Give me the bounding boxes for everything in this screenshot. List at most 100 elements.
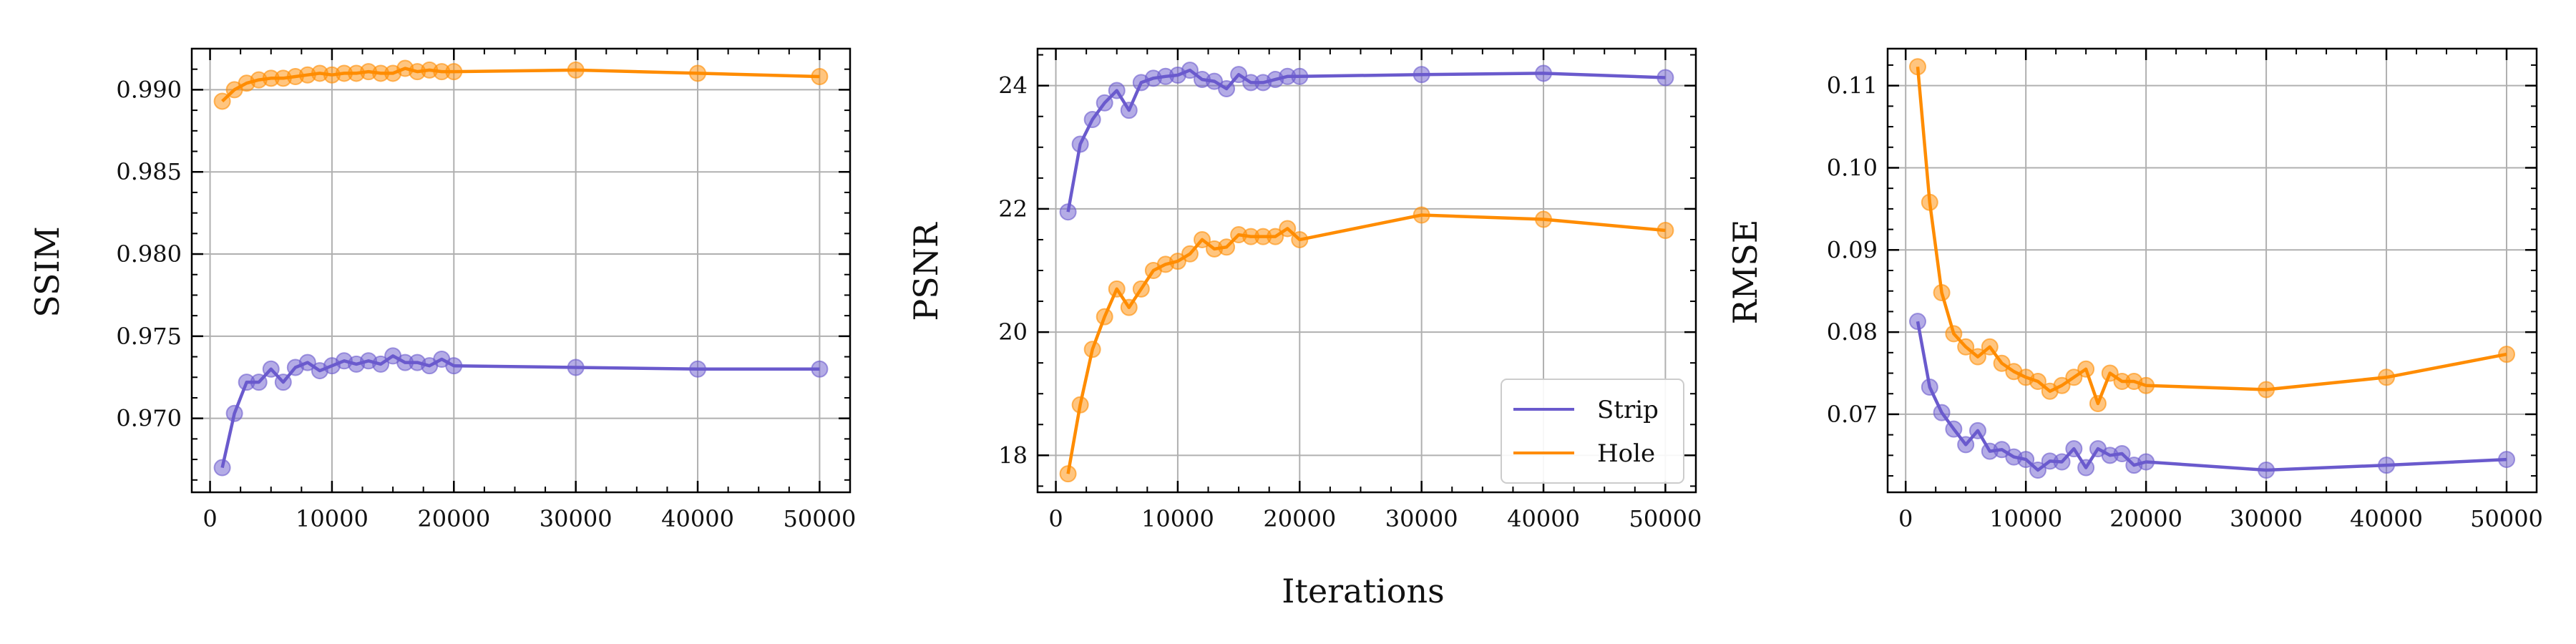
rmse-hole-point: [2498, 346, 2516, 364]
rmse-strip-point: [2065, 440, 2083, 458]
psnr-hole-point: [1132, 280, 1150, 298]
ssim-strip-point: [250, 374, 268, 391]
rmse-hole-point: [1981, 338, 1999, 356]
psnr-axes-frame: [1036, 47, 1697, 494]
rmse-strip-point: [2137, 453, 2155, 471]
psnr-hole-point: [1059, 465, 1077, 483]
rmse-hole-point: [1945, 325, 1963, 343]
psnr-strip-point: [1291, 67, 1309, 85]
rmse-hole-point: [2378, 369, 2396, 386]
figure-xlabel: Iterations: [1282, 572, 1444, 610]
psnr-hole-point: [1657, 222, 1674, 240]
rmse-hole-point: [2053, 376, 2071, 394]
rmse-hole-line: [1916, 67, 2507, 406]
rmse-strip-point: [2378, 457, 2396, 474]
ssim-xtick-label: 50000: [784, 505, 857, 532]
rmse-xtick-label: 50000: [2470, 505, 2543, 532]
psnr-xtick-label: 10000: [1141, 505, 1214, 532]
psnr-strip-point: [1657, 69, 1674, 87]
ssim-ytick-label: 0.980: [116, 240, 182, 268]
ssim-strip-point: [445, 357, 463, 375]
rmse-hole-point: [2029, 373, 2046, 390]
psnr-strip-point: [1083, 111, 1101, 129]
rmse-strip-point: [2029, 462, 2046, 479]
psnr-hole-point: [1535, 210, 1553, 228]
ssim-strip-point: [262, 360, 280, 378]
ssim-hole-point: [811, 68, 829, 86]
rmse-xtick-label: 30000: [2230, 505, 2303, 532]
rmse-strip-point: [1945, 420, 1963, 438]
psnr-strip-point: [1218, 79, 1236, 97]
psnr-strip-point: [1181, 62, 1199, 79]
rmse-strip-point: [2053, 453, 2071, 471]
rmse-hole-point: [1957, 338, 1975, 356]
rmse-xtick-label: 20000: [2109, 505, 2182, 532]
legend-hole-label: Hole: [1597, 439, 1655, 468]
psnr-hole-point: [1279, 220, 1297, 238]
psnr-strip-point: [1108, 82, 1126, 99]
legend: Strip Hole: [1501, 379, 1684, 484]
rmse-hole-point: [2065, 369, 2083, 386]
rmse-strip-point: [1968, 421, 1986, 439]
ssim-xtick-label: 10000: [296, 505, 369, 532]
rmse-ytick-label: 0.07: [1827, 401, 1878, 428]
psnr-strip-point: [1096, 94, 1113, 112]
psnr-strip-point: [1535, 64, 1553, 82]
ssim-ylabel: SSIM: [28, 226, 67, 318]
ssim-ytick-label: 0.970: [116, 405, 182, 432]
ssim-hole-point: [445, 63, 463, 81]
rmse-hole-point: [1933, 284, 1951, 301]
psnr-strip-line: [1066, 68, 1666, 213]
ssim-strip-point: [225, 404, 243, 422]
ssim-xtick-label: 40000: [661, 505, 734, 532]
rmse-panel: RMSE 0 10000 20000 30000 40000 50000 0.07 0.08 0…: [1726, 47, 2543, 532]
rmse-hole-point: [1921, 193, 1938, 211]
ssim-axes-frame: [190, 47, 852, 494]
rmse-strip-point: [1921, 379, 1938, 396]
rmse-ytick-label: 0.10: [1827, 154, 1878, 181]
rmse-xtick-label: 10000: [1989, 505, 2062, 532]
rmse-hole-point: [1968, 348, 1986, 366]
psnr-ytick-label: 20: [998, 318, 1028, 346]
psnr-hole-point: [1096, 308, 1113, 326]
psnr-xtick-label: 50000: [1629, 505, 1702, 532]
rmse-strip-point: [1933, 404, 1951, 421]
rmse-ylabel: RMSE: [1726, 220, 1765, 325]
psnr-xtick-label: 40000: [1507, 505, 1580, 532]
ssim-xtick-label: 30000: [540, 505, 613, 532]
rmse-hole-point: [1993, 354, 2011, 372]
psnr-strip-point: [1120, 102, 1138, 119]
ssim-strip-point: [372, 355, 390, 373]
psnr-ytick-label: 22: [998, 195, 1028, 223]
ssim-strip-point: [213, 459, 231, 477]
psnr-ytick-label: 18: [998, 441, 1028, 469]
rmse-ytick-label: 0.11: [1827, 72, 1878, 99]
ssim-xtick-label: 0: [203, 505, 217, 532]
rmse-hole-point: [2101, 364, 2119, 382]
psnr-hole-point: [1267, 228, 1284, 245]
rmse-axes-frame: [1886, 47, 2538, 494]
psnr-panel: PSNR 0 10000 20000 30000 40000 50000 18 20 22 24: [907, 47, 1702, 532]
rmse-strip-point: [2017, 451, 2035, 469]
ssim-panel: SSIM 0 10000 20000 30000 40000 50000 0.970 0.97…: [28, 47, 857, 532]
psnr-hole-point: [1083, 341, 1101, 358]
psnr-hole-point: [1181, 245, 1199, 263]
rmse-strip-point: [1908, 313, 1926, 331]
ssim-xtick-label: 20000: [417, 505, 490, 532]
ssim-strip-point: [811, 360, 829, 378]
psnr-hole-point: [1120, 298, 1138, 316]
rmse-strip-point: [2113, 445, 2131, 463]
ssim-hole-point: [213, 92, 231, 110]
ssim-hole-point: [689, 64, 707, 82]
psnr-strip-point: [1071, 135, 1089, 153]
psnr-hole-point: [1413, 206, 1430, 224]
psnr-xtick-label: 30000: [1385, 505, 1458, 532]
rmse-ytick-label: 0.08: [1827, 318, 1878, 346]
ssim-strip-point: [274, 374, 292, 391]
ssim-strip-point: [298, 353, 316, 371]
ssim-hole-point: [567, 61, 585, 79]
rmse-strip-point: [2498, 451, 2516, 469]
rmse-hole-point: [1908, 58, 1926, 76]
legend-strip-label: Strip: [1597, 396, 1659, 424]
